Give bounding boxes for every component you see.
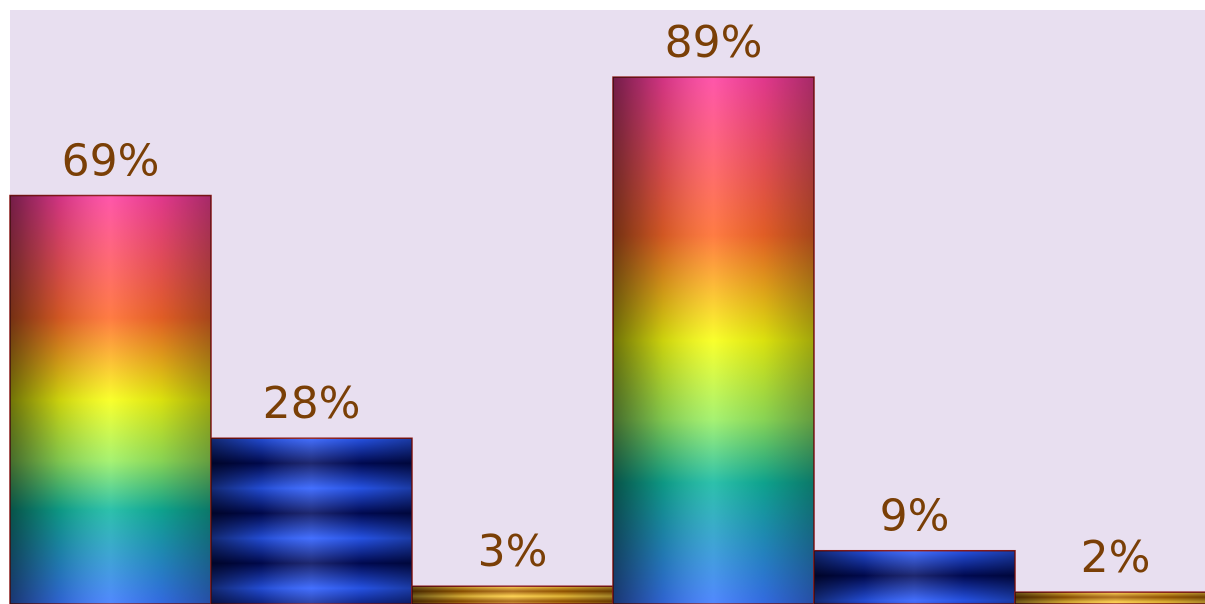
- bar-3: [411, 585, 614, 604]
- data-label-2: 28%: [263, 378, 361, 429]
- bar-shading: [1015, 592, 1205, 604]
- bar-1: [9, 194, 212, 604]
- bar-shading: [10, 195, 211, 604]
- data-label-1: 69%: [62, 136, 160, 187]
- data-label-4: 89%: [665, 17, 763, 68]
- bars: [9, 76, 1205, 604]
- bar-4: [612, 76, 815, 604]
- bar-shading: [211, 438, 412, 604]
- data-label-6: 2%: [1081, 532, 1151, 583]
- data-label-5: 9%: [880, 491, 950, 542]
- bar-2: [210, 437, 413, 604]
- bar-5: [813, 549, 1016, 604]
- bar-shading: [412, 586, 613, 604]
- bar-shading: [814, 550, 1015, 604]
- bar-6: [1014, 591, 1205, 604]
- bar-shading: [613, 77, 814, 604]
- data-label-3: 3%: [478, 526, 548, 577]
- data-labels: 69% 28% 3% 89% 9% 2%: [62, 17, 1151, 583]
